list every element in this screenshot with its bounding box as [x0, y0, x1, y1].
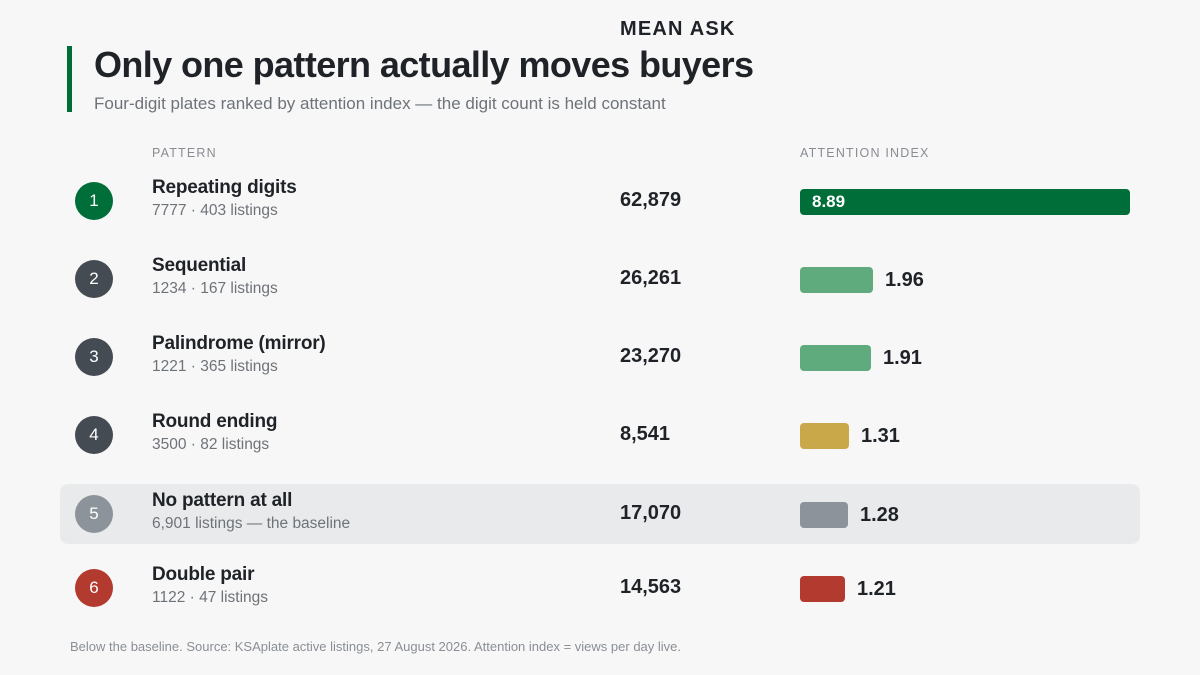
mean-ask-value: 62,879: [620, 189, 682, 211]
footer-note: Below the baseline. Source: KSAplate act…: [70, 639, 682, 654]
table-row: 1 Repeating digits 7777 · 403 listings 62,8…: [60, 171, 1140, 231]
pattern-meta: 6,901 listings — the baseline: [152, 515, 351, 532]
attention-value-label: 1.96: [885, 269, 924, 291]
mean-ask-value: 26,261: [620, 267, 682, 289]
column-header-mean-ask: MEAN ASK: [620, 18, 736, 40]
attention-bar: [800, 267, 873, 293]
table-row: 5 No pattern at all 6,901 listings — the b…: [60, 484, 1140, 544]
attention-bar: [800, 502, 848, 528]
rank-badge: 5: [75, 495, 113, 533]
pattern-meta: 7777 · 403 listings: [152, 202, 278, 219]
attention-value-label: 1.91: [883, 347, 922, 369]
attention-bar: [800, 345, 871, 371]
pattern-meta: 3500 · 82 listings: [152, 436, 270, 453]
attention-value-label: 1.21: [857, 578, 896, 600]
pattern-meta: 1234 · 167 listings: [152, 280, 278, 297]
pattern-name: Sequential: [152, 255, 247, 276]
pattern-name: Palindrome (mirror): [152, 333, 326, 354]
mean-ask-value: 8,541: [620, 423, 671, 445]
attention-value-label: 1.31: [861, 425, 900, 447]
rank-badge: 4: [75, 416, 113, 454]
chart-subtitle: Four-digit plates ranked by attention in…: [94, 94, 666, 113]
column-header-attention-index: ATTENTION INDEX: [800, 146, 930, 160]
pattern-name: Double pair: [152, 564, 255, 585]
pattern-name: Round ending: [152, 411, 278, 432]
mean-ask-value: 23,270: [620, 345, 682, 367]
table-row: 6 Double pair 1122 · 47 listings 14,563 1.21: [60, 558, 1140, 618]
attention-bar: [800, 189, 1130, 215]
pattern-name: Repeating digits: [152, 177, 297, 198]
pattern-name: No pattern at all: [152, 490, 293, 511]
rank-badge: 3: [75, 338, 113, 376]
column-header-pattern: PATTERN: [152, 146, 217, 160]
attention-value-label: 8.89: [812, 192, 846, 211]
table-row: 3 Palindrome (mirror) 1221 · 365 listings 2…: [60, 327, 1140, 387]
attention-bar: [800, 576, 845, 602]
chart-title: Only one pattern actually moves buyers: [94, 44, 754, 85]
rank-badge: 2: [75, 260, 113, 298]
pattern-meta: 1221 · 365 listings: [152, 358, 278, 375]
mean-ask-value: 14,563: [620, 576, 682, 598]
rank-badge: 6: [75, 569, 113, 607]
mean-ask-value: 17,070: [620, 502, 682, 524]
title-accent-rule: [67, 46, 72, 112]
attention-value-label: 1.28: [860, 504, 899, 526]
table-row: 4 Round ending 3500 · 82 listings 8,541 1.31: [60, 405, 1140, 465]
table-row: 2 Sequential 1234 · 167 listings 26,261 1.96: [60, 249, 1140, 309]
rank-badge: 1: [75, 182, 113, 220]
pattern-meta: 1122 · 47 listings: [152, 589, 269, 606]
attention-bar: [800, 423, 849, 449]
